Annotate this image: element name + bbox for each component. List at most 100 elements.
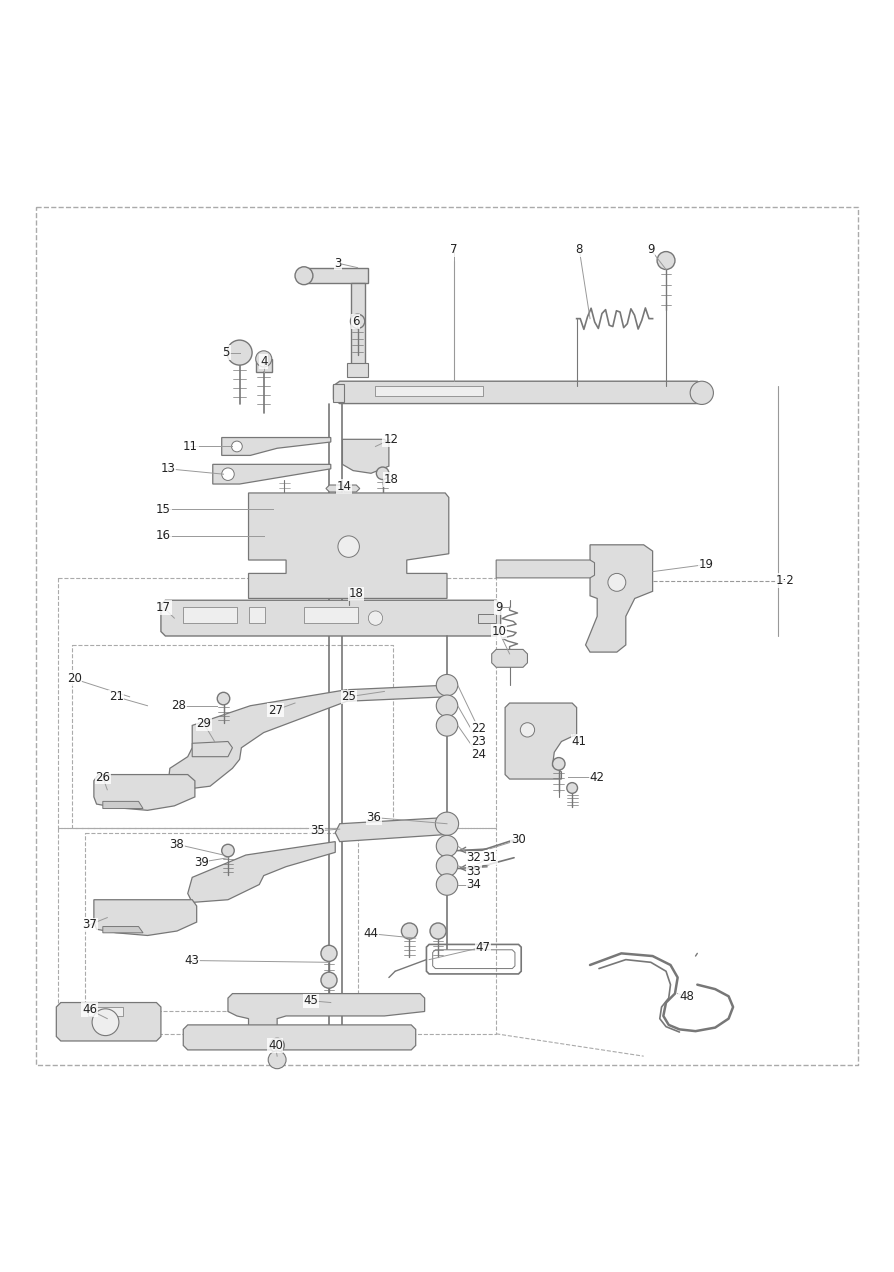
Polygon shape (192, 742, 232, 757)
Text: 3: 3 (334, 257, 342, 270)
Text: 5: 5 (223, 346, 230, 359)
Text: 36: 36 (367, 812, 381, 824)
Circle shape (567, 782, 578, 794)
Text: 42: 42 (590, 771, 604, 784)
Polygon shape (335, 818, 447, 842)
Text: 11: 11 (183, 440, 198, 453)
Polygon shape (274, 505, 294, 513)
Polygon shape (496, 560, 595, 577)
Text: 17: 17 (156, 600, 171, 614)
Circle shape (436, 674, 458, 696)
Text: 29: 29 (197, 717, 211, 730)
Circle shape (268, 1051, 286, 1068)
Circle shape (436, 836, 458, 857)
Text: 24: 24 (471, 748, 485, 762)
Text: 8: 8 (576, 243, 583, 256)
Polygon shape (168, 689, 347, 791)
Text: 28: 28 (172, 700, 186, 712)
Text: 33: 33 (467, 865, 481, 878)
Text: 19: 19 (699, 558, 713, 571)
Bar (88, 1007, 123, 1016)
Circle shape (376, 467, 389, 480)
Text: 18: 18 (384, 473, 398, 486)
Text: 18: 18 (349, 588, 363, 600)
Text: 27: 27 (268, 703, 283, 716)
Text: 1·2: 1·2 (776, 574, 794, 588)
Text: 25: 25 (342, 691, 356, 703)
Text: 31: 31 (483, 851, 497, 864)
Text: 44: 44 (364, 927, 378, 940)
Text: 20: 20 (67, 673, 81, 686)
Circle shape (436, 715, 458, 736)
Circle shape (217, 692, 230, 705)
Text: 30: 30 (511, 833, 526, 846)
Polygon shape (213, 464, 331, 485)
Text: 12: 12 (384, 432, 398, 445)
Bar (249, 608, 265, 623)
Polygon shape (333, 382, 706, 403)
Circle shape (227, 340, 252, 365)
Circle shape (520, 722, 535, 736)
Text: 47: 47 (476, 940, 490, 954)
Text: 35: 35 (310, 824, 325, 837)
Text: 15: 15 (156, 502, 171, 515)
Circle shape (608, 574, 626, 591)
Text: 32: 32 (467, 851, 481, 864)
Bar (375, 385, 483, 397)
Text: 16: 16 (156, 529, 171, 542)
Circle shape (321, 972, 337, 988)
Text: 13: 13 (161, 462, 175, 476)
Circle shape (657, 252, 675, 270)
Text: 7: 7 (451, 243, 458, 256)
Polygon shape (222, 438, 331, 455)
Text: 43: 43 (185, 954, 199, 967)
Text: 21: 21 (109, 691, 123, 703)
Text: 4: 4 (260, 355, 267, 368)
Polygon shape (266, 532, 285, 539)
Text: 48: 48 (679, 990, 694, 1002)
Circle shape (690, 382, 713, 404)
Text: 23: 23 (471, 735, 485, 748)
Circle shape (436, 855, 458, 876)
Polygon shape (183, 1025, 416, 1049)
Text: 14: 14 (337, 481, 351, 494)
Text: 37: 37 (82, 918, 97, 931)
Polygon shape (256, 359, 272, 373)
Circle shape (92, 1009, 119, 1035)
Polygon shape (478, 613, 496, 622)
Bar (304, 608, 358, 623)
Text: 41: 41 (572, 735, 586, 748)
Circle shape (270, 1038, 284, 1053)
Circle shape (232, 441, 242, 452)
Polygon shape (326, 485, 344, 492)
Circle shape (222, 845, 234, 857)
Circle shape (435, 812, 459, 836)
Text: 22: 22 (471, 721, 485, 735)
Circle shape (222, 468, 234, 481)
Polygon shape (492, 650, 527, 668)
Polygon shape (586, 544, 653, 653)
Polygon shape (94, 899, 197, 935)
Polygon shape (347, 364, 368, 377)
Polygon shape (188, 842, 335, 902)
Text: 9: 9 (647, 243, 654, 256)
Circle shape (338, 536, 359, 557)
Circle shape (368, 611, 383, 626)
Polygon shape (103, 926, 143, 932)
Polygon shape (56, 1002, 161, 1040)
Circle shape (436, 874, 458, 895)
Circle shape (436, 695, 458, 716)
Text: 46: 46 (82, 1004, 97, 1016)
Text: 9: 9 (495, 600, 502, 614)
Circle shape (350, 314, 365, 328)
Circle shape (401, 923, 417, 939)
Text: 26: 26 (96, 771, 110, 784)
Text: 34: 34 (467, 878, 481, 890)
Circle shape (295, 267, 313, 285)
Polygon shape (347, 686, 447, 701)
Text: 6: 6 (352, 314, 359, 328)
Text: 39: 39 (194, 856, 208, 869)
Polygon shape (342, 485, 359, 492)
Circle shape (321, 945, 337, 962)
Bar (183, 608, 237, 623)
